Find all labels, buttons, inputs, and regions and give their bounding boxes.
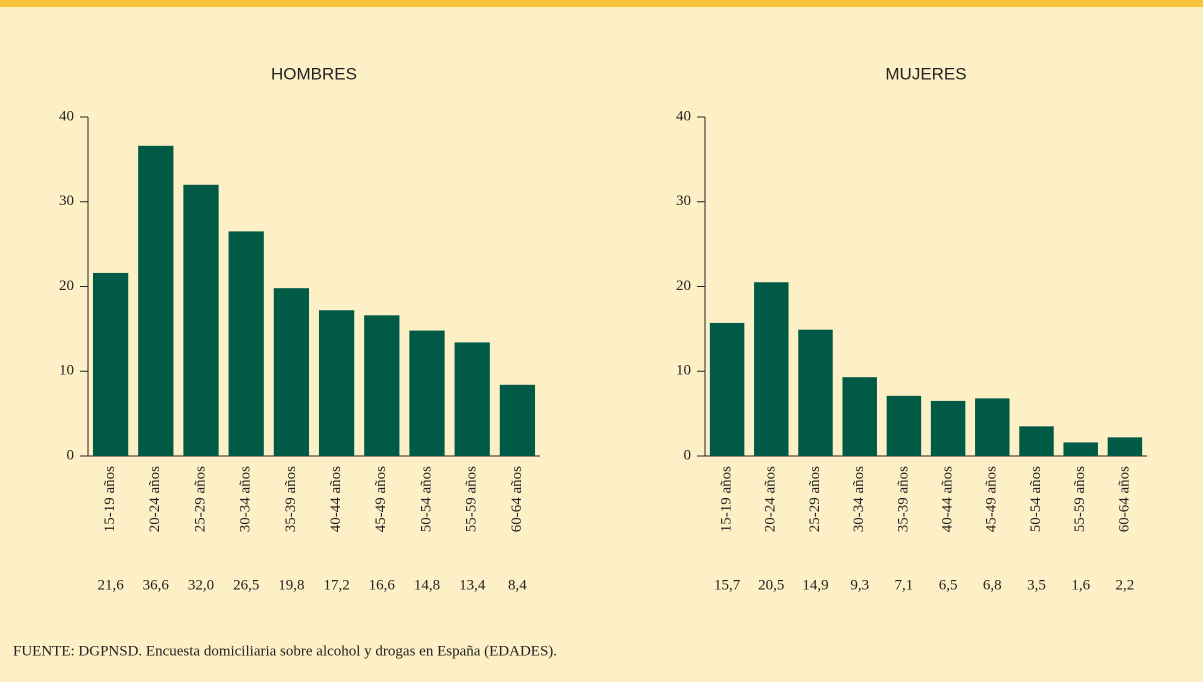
y-tick-label: 20 xyxy=(59,278,74,294)
value-label: 14,8 xyxy=(414,577,440,593)
y-tick-label: 0 xyxy=(684,447,692,463)
value-label: 17,2 xyxy=(323,577,349,593)
x-tick-label: 50-54 años xyxy=(418,466,434,532)
value-label: 7,1 xyxy=(895,577,914,593)
bar xyxy=(842,377,877,456)
x-tick-label: 20-24 años xyxy=(763,466,779,532)
x-tick-label: 45-49 años xyxy=(373,466,389,532)
bar xyxy=(1019,426,1054,456)
x-tick-label: 55-59 años xyxy=(1072,466,1088,532)
value-label: 14,9 xyxy=(802,577,828,593)
bar xyxy=(709,322,745,456)
x-tick-label: 60-64 años xyxy=(509,466,525,532)
value-label: 1,6 xyxy=(1071,577,1090,593)
top-stripe xyxy=(0,0,1203,7)
x-tick-label: 60-64 años xyxy=(1116,466,1132,532)
x-tick-label: 40-44 años xyxy=(328,466,344,532)
y-tick-label: 30 xyxy=(59,193,74,209)
x-tick-label: 45-49 años xyxy=(984,466,1000,532)
value-label: 2,2 xyxy=(1116,577,1135,593)
value-label: 36,6 xyxy=(143,577,170,593)
bar xyxy=(183,184,219,457)
bar xyxy=(454,342,490,456)
x-tick-label: 15-19 años xyxy=(719,466,735,532)
value-label: 13,4 xyxy=(459,577,486,593)
value-label: 15,7 xyxy=(714,577,741,593)
y-tick-label: 0 xyxy=(67,447,75,463)
bar xyxy=(318,310,355,456)
y-tick-label: 40 xyxy=(59,108,74,124)
value-label: 9,3 xyxy=(850,577,869,593)
bar xyxy=(92,272,129,456)
chart-title: MUJERES xyxy=(885,64,966,83)
value-label: 26,5 xyxy=(233,577,259,593)
x-tick-label: 40-44 años xyxy=(940,466,956,532)
y-tick-label: 10 xyxy=(676,363,691,379)
x-tick-label: 50-54 años xyxy=(1028,466,1044,532)
bar xyxy=(228,231,264,456)
bar xyxy=(273,288,310,456)
y-tick-label: 10 xyxy=(59,363,74,379)
bar xyxy=(1107,437,1143,456)
x-tick-label: 30-34 años xyxy=(238,466,254,532)
value-label: 16,6 xyxy=(369,577,396,593)
value-label: 6,8 xyxy=(983,577,1002,593)
y-tick-label: 20 xyxy=(676,278,691,294)
x-tick-label: 20-24 años xyxy=(147,466,163,532)
x-tick-label: 15-19 años xyxy=(102,466,118,532)
x-tick-label: 35-39 años xyxy=(283,466,299,532)
bar xyxy=(754,282,789,456)
bar xyxy=(886,395,922,456)
x-tick-label: 25-29 años xyxy=(807,466,823,532)
value-label: 8,4 xyxy=(508,577,527,593)
chart-title: HOMBRES xyxy=(271,64,357,83)
x-tick-label: 55-59 años xyxy=(464,466,480,532)
x-tick-label: 25-29 años xyxy=(192,466,208,532)
y-tick-label: 30 xyxy=(676,193,691,209)
bar xyxy=(138,145,174,456)
value-label: 6,5 xyxy=(939,577,958,593)
bar xyxy=(975,398,1010,456)
value-label: 32,0 xyxy=(188,577,214,593)
value-label: 3,5 xyxy=(1027,577,1046,593)
bar xyxy=(364,315,400,456)
x-tick-label: 30-34 años xyxy=(851,466,867,532)
source-note: FUENTE: DGPNSD. Encuesta domiciliaria so… xyxy=(13,643,557,659)
bar xyxy=(798,329,833,456)
value-label: 19,8 xyxy=(278,577,304,593)
value-label: 20,5 xyxy=(758,577,784,593)
bar xyxy=(1063,442,1098,456)
y-tick-label: 40 xyxy=(676,108,691,124)
value-label: 21,6 xyxy=(97,577,124,593)
bar xyxy=(499,384,536,456)
x-tick-label: 35-39 años xyxy=(895,466,911,532)
bar xyxy=(409,330,445,456)
bar xyxy=(930,400,966,456)
